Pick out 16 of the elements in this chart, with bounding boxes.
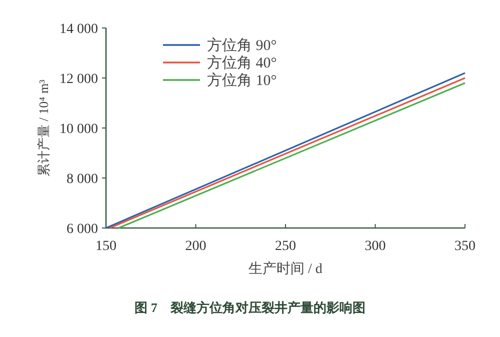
y-tick-label: 10 000 xyxy=(60,122,98,137)
x-tick-label: 150 xyxy=(96,239,116,254)
x-tick-label: 300 xyxy=(364,239,386,254)
legend-label: 方位角 40° xyxy=(207,54,277,72)
x-tick-label: 350 xyxy=(454,239,476,254)
y-tick-label: 14 000 xyxy=(60,22,98,37)
legend-label: 方位角 10° xyxy=(207,72,277,89)
y-tick-label: 12 000 xyxy=(60,72,98,87)
legend-label: 方位角 90° xyxy=(207,37,277,54)
x-tick-label: 200 xyxy=(185,239,206,254)
y-tick-label: 8 000 xyxy=(66,172,98,187)
y-axis-title: 累计产量 / 10⁴ m³ xyxy=(36,79,51,176)
x-axis-title: 生产时间 / d xyxy=(248,261,322,277)
caption: 图 7 裂缝方位角对压裂井产量的影响图 xyxy=(134,300,366,315)
x-tick-label: 250 xyxy=(275,239,296,254)
y-tick-label: 6 000 xyxy=(66,222,98,237)
